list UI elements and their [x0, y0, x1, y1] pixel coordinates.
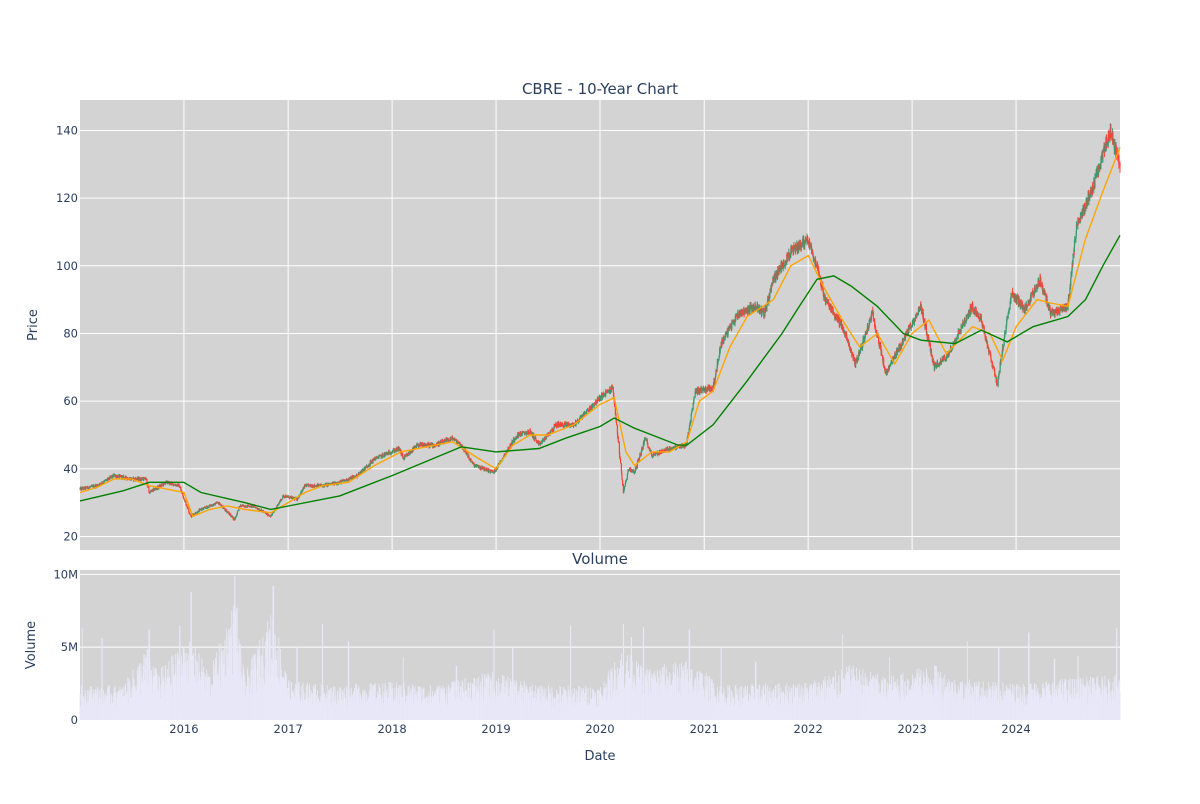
candle-body	[469, 456, 470, 459]
candle-body	[618, 437, 619, 440]
candle-body	[613, 393, 614, 397]
candle-body	[731, 322, 732, 328]
candle-body	[884, 366, 885, 368]
candle-body	[182, 493, 183, 495]
candle-body	[909, 328, 910, 330]
candle-body	[1016, 298, 1017, 303]
candle-body	[197, 512, 198, 513]
candle-body	[950, 346, 951, 347]
candle-body	[281, 499, 282, 500]
candle-body	[383, 454, 384, 456]
candle-body	[639, 458, 640, 459]
candle-body	[773, 277, 774, 279]
candle-body	[1040, 279, 1041, 285]
candle-body	[377, 456, 378, 457]
candle-body	[823, 293, 824, 296]
candle-body	[873, 312, 874, 320]
candle-body	[762, 311, 763, 313]
candle-body	[126, 476, 127, 478]
candle-body	[766, 305, 767, 311]
candle-body	[621, 474, 622, 479]
candle-body	[586, 411, 587, 414]
candle-body	[183, 495, 184, 496]
candle-body	[185, 502, 186, 504]
candle-body	[647, 444, 648, 446]
candle-body	[616, 422, 617, 424]
candle-body	[871, 320, 872, 321]
candle-body	[620, 460, 621, 463]
candle-body	[627, 475, 628, 479]
candle-body	[883, 360, 884, 366]
candle-body	[621, 463, 622, 471]
candle-body	[236, 515, 237, 516]
candle-body	[875, 328, 876, 330]
candle-body	[998, 375, 999, 379]
candle-body	[203, 508, 204, 509]
candle-body	[967, 317, 968, 318]
candle-body	[261, 509, 262, 510]
candle-body	[619, 443, 620, 453]
candle-body	[1031, 294, 1032, 300]
candle-body	[767, 305, 768, 306]
candle-body	[871, 314, 872, 320]
candle-body	[215, 504, 216, 505]
candle-body	[399, 447, 400, 449]
candle-body	[881, 351, 882, 356]
candle-body	[908, 330, 909, 332]
